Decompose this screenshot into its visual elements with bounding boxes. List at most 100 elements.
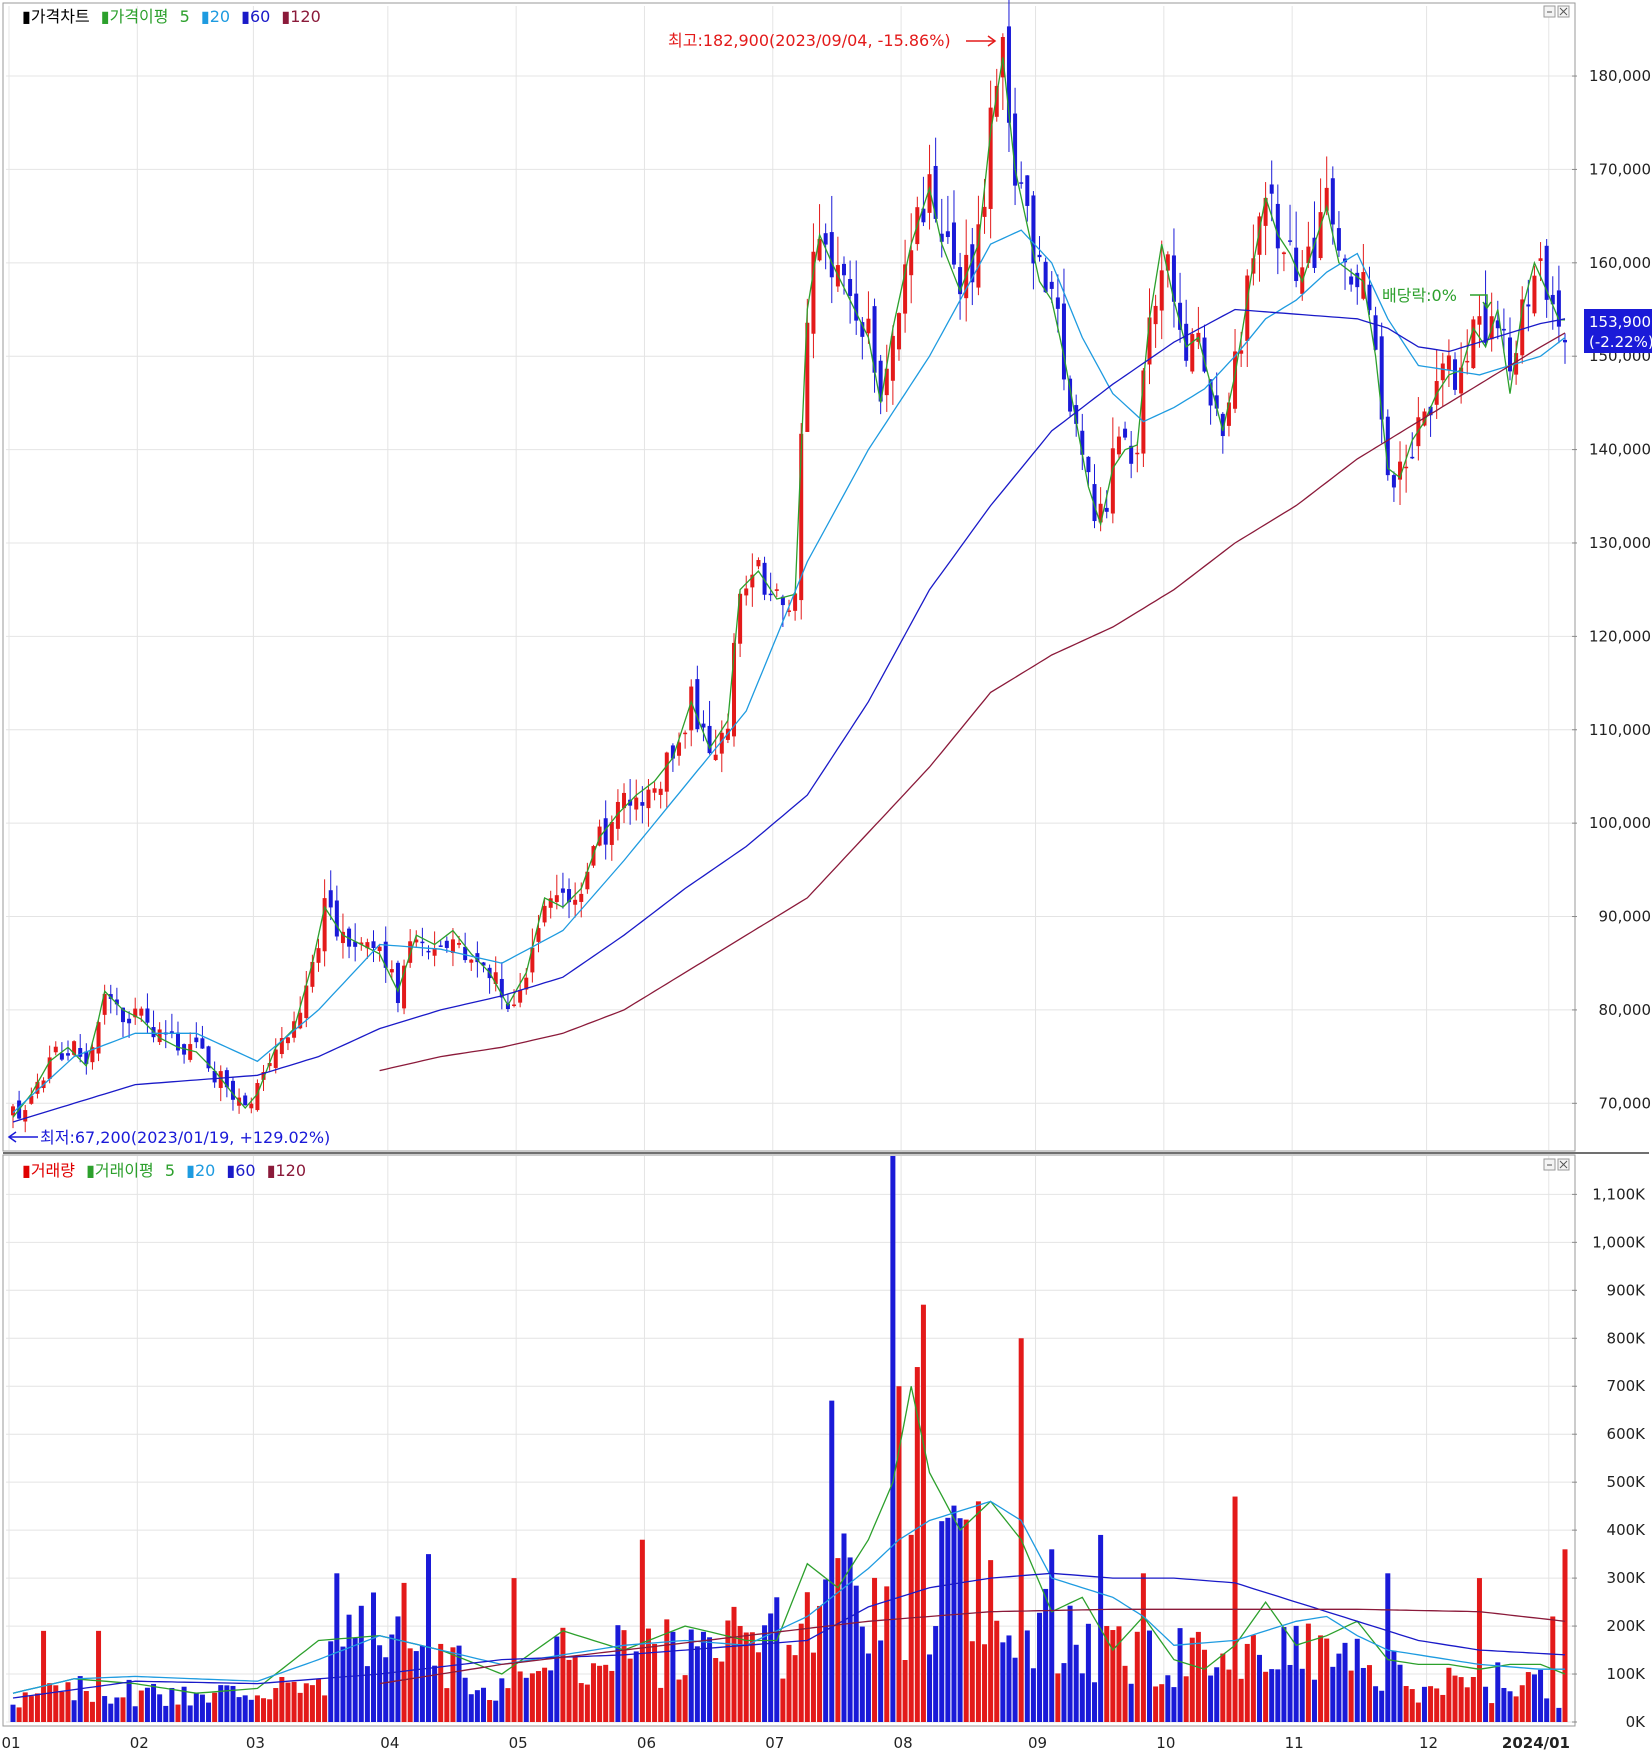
candle-body xyxy=(683,732,688,735)
volume-bar xyxy=(1403,1686,1409,1722)
volume-tick-label: 600K xyxy=(1607,1425,1647,1443)
volume-tick-label: 400K xyxy=(1607,1521,1647,1539)
volume-bar xyxy=(584,1684,590,1722)
volume-bar xyxy=(1012,1657,1018,1722)
candle-body xyxy=(298,1012,303,1029)
volume-bar xyxy=(994,1620,1000,1722)
volume-bar xyxy=(401,1582,407,1722)
volume-bar xyxy=(468,1694,474,1722)
volume-bar xyxy=(169,1687,175,1722)
price-tick-label: 180,000 xyxy=(1589,67,1651,85)
volume-bar xyxy=(1434,1688,1440,1722)
volume-bar xyxy=(432,1665,438,1722)
volume-bar xyxy=(749,1632,755,1722)
candle-body xyxy=(1556,290,1561,327)
price-tick-label: 170,000 xyxy=(1589,160,1651,178)
volume-bar xyxy=(523,1677,529,1722)
volume-bar xyxy=(248,1699,254,1722)
volume-bar xyxy=(1354,1638,1360,1722)
volume-bar xyxy=(835,1558,841,1722)
volume-bar xyxy=(242,1695,248,1722)
volume-bar xyxy=(138,1690,144,1722)
volume-bar xyxy=(102,1696,108,1722)
candle-body xyxy=(53,1046,58,1053)
volume-bar xyxy=(1024,1630,1030,1722)
volume-bar xyxy=(597,1665,603,1722)
candle-body xyxy=(896,313,901,350)
volume-bar xyxy=(261,1698,267,1722)
candle-body xyxy=(670,745,675,759)
candle-body xyxy=(1220,413,1225,437)
candle-body xyxy=(1275,203,1280,249)
volume-bar xyxy=(41,1630,47,1722)
x-tick-label: 04 xyxy=(380,1734,399,1752)
volume-bar xyxy=(1073,1644,1079,1722)
candle-body xyxy=(945,231,950,238)
volume-bar xyxy=(1159,1684,1165,1722)
volume-bar xyxy=(364,1666,370,1722)
volume-bar xyxy=(511,1578,517,1722)
volume-bar xyxy=(817,1605,823,1722)
candle-body xyxy=(114,999,119,1005)
candle-body xyxy=(841,263,846,276)
volume-bar xyxy=(163,1705,169,1722)
candle-body xyxy=(493,972,498,985)
volume-bar xyxy=(1562,1549,1568,1722)
volume-legend[interactable]: ▮거래량 ▮거래이평 5 ▮20 ▮60 ▮120 xyxy=(22,1161,306,1180)
volume-bar xyxy=(22,1692,28,1722)
volume-bar xyxy=(920,1304,926,1722)
candle-body xyxy=(206,1046,211,1069)
candle-body xyxy=(805,322,810,432)
volume-bar xyxy=(419,1645,425,1722)
candle-body xyxy=(72,1041,77,1055)
volume-bar xyxy=(1452,1675,1458,1722)
candle-body xyxy=(1459,367,1464,394)
candle-body xyxy=(463,946,468,961)
volume-bar xyxy=(1263,1671,1269,1722)
volume-panel-minimize-icon[interactable] xyxy=(1543,1158,1556,1171)
volume-panel-close-icon[interactable] xyxy=(1557,1158,1570,1171)
price-panel-close-icon[interactable] xyxy=(1557,5,1570,18)
volume-bar xyxy=(10,1704,16,1722)
volume-bar xyxy=(438,1643,444,1722)
candle-body xyxy=(1288,240,1293,242)
candle-body xyxy=(328,890,333,908)
candle-body xyxy=(285,1037,290,1044)
volume-bar xyxy=(1305,1623,1311,1722)
volume-bar xyxy=(96,1630,102,1722)
candle-body xyxy=(359,942,364,945)
volume-bar xyxy=(358,1605,364,1722)
price-legend[interactable]: ▮가격차트 ▮가격이평 5 ▮20 ▮60 ▮120 xyxy=(22,7,321,26)
candle-body xyxy=(530,947,535,973)
volume-bar xyxy=(1030,1668,1036,1722)
candle-body xyxy=(939,233,944,242)
volume-bar xyxy=(1147,1630,1153,1722)
price-panel-minimize-icon[interactable] xyxy=(1543,5,1556,18)
volume-bar xyxy=(297,1692,303,1722)
volume-bar xyxy=(1385,1573,1391,1722)
candle-body xyxy=(628,799,633,806)
volume-bar xyxy=(853,1585,859,1722)
candle-body xyxy=(29,1095,34,1104)
candle-body xyxy=(1385,416,1390,476)
volume-bar xyxy=(47,1683,53,1722)
low-arrow-icon xyxy=(7,1131,38,1143)
candle-body xyxy=(677,742,682,756)
volume-tick-label: 800K xyxy=(1607,1329,1647,1347)
candle-body xyxy=(994,85,999,117)
volume-bar xyxy=(65,1682,71,1722)
price-ma5-line xyxy=(12,57,1565,1118)
candle-body xyxy=(78,1048,83,1057)
candle-body xyxy=(609,821,614,845)
volume-bar xyxy=(1379,1690,1385,1722)
volume-bar xyxy=(902,1660,908,1722)
candle-body xyxy=(188,1044,193,1060)
candle-body xyxy=(145,1008,150,1023)
volume-bar xyxy=(829,1400,835,1722)
candle-body xyxy=(438,945,443,947)
candle-body xyxy=(872,306,877,373)
volume-bar xyxy=(982,1644,988,1722)
volume-bar xyxy=(34,1693,40,1722)
price-tick-label: 140,000 xyxy=(1589,441,1651,459)
volume-bar xyxy=(731,1606,737,1722)
